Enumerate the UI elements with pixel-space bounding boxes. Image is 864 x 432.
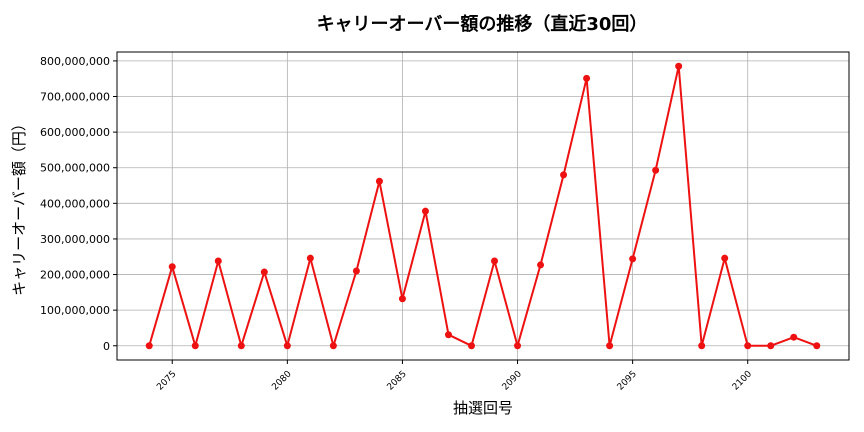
x-tick-label: 2095	[616, 369, 639, 392]
x-tick-label: 2100	[731, 369, 754, 392]
data-point	[537, 261, 545, 269]
y-tick-label: 400,000,000	[40, 197, 110, 210]
data-point	[675, 62, 683, 70]
data-point	[491, 257, 499, 265]
data-point	[744, 342, 752, 350]
data-point	[191, 342, 199, 350]
data-point	[260, 268, 268, 276]
data-point	[237, 342, 245, 350]
y-axis-label: キャリーオーバー額（円）	[10, 116, 28, 296]
data-point	[606, 342, 614, 350]
data-point	[375, 177, 383, 185]
series-line	[148, 65, 818, 347]
data-point	[421, 207, 429, 215]
y-tick-label: 500,000,000	[40, 162, 110, 175]
grid-lines	[117, 52, 849, 360]
data-point	[698, 342, 706, 350]
x-axis-label: 抽選回号	[453, 399, 513, 417]
y-tick-label: 600,000,000	[40, 126, 110, 139]
plot-frame	[116, 51, 850, 361]
data-point	[583, 74, 591, 82]
data-point	[560, 171, 568, 179]
data-point	[721, 254, 729, 262]
data-point	[467, 342, 475, 350]
data-point	[444, 331, 452, 339]
data-point	[398, 295, 406, 303]
data-series	[145, 62, 821, 350]
data-point	[767, 342, 775, 350]
axes: 2075 2080 2085 2090 2095 2100 0 100,000,000 200,…	[40, 55, 754, 393]
data-point	[652, 166, 660, 174]
x-tick-label: 2075	[155, 369, 178, 392]
chart-title: キャリーオーバー額の推移（直近30回）	[317, 13, 648, 35]
data-point	[790, 333, 798, 341]
data-point	[283, 342, 291, 350]
data-point	[145, 342, 153, 350]
data-point	[629, 255, 637, 263]
y-tick-label: 200,000,000	[40, 269, 110, 282]
x-tick-label: 2080	[270, 369, 293, 392]
y-tick-label: 700,000,000	[40, 91, 110, 104]
y-tick-label: 300,000,000	[40, 233, 110, 246]
y-tick-label: 100,000,000	[40, 304, 110, 317]
data-point	[168, 263, 176, 271]
data-point	[329, 342, 337, 350]
data-point	[514, 342, 522, 350]
y-tick-label: 800,000,000	[40, 55, 110, 68]
x-tick-label: 2085	[386, 369, 409, 392]
data-point	[352, 267, 360, 275]
data-point	[306, 254, 314, 262]
data-point	[813, 342, 821, 350]
y-tick-label: 0	[103, 340, 110, 353]
x-tick-label: 2090	[501, 369, 524, 392]
data-point	[214, 257, 222, 265]
